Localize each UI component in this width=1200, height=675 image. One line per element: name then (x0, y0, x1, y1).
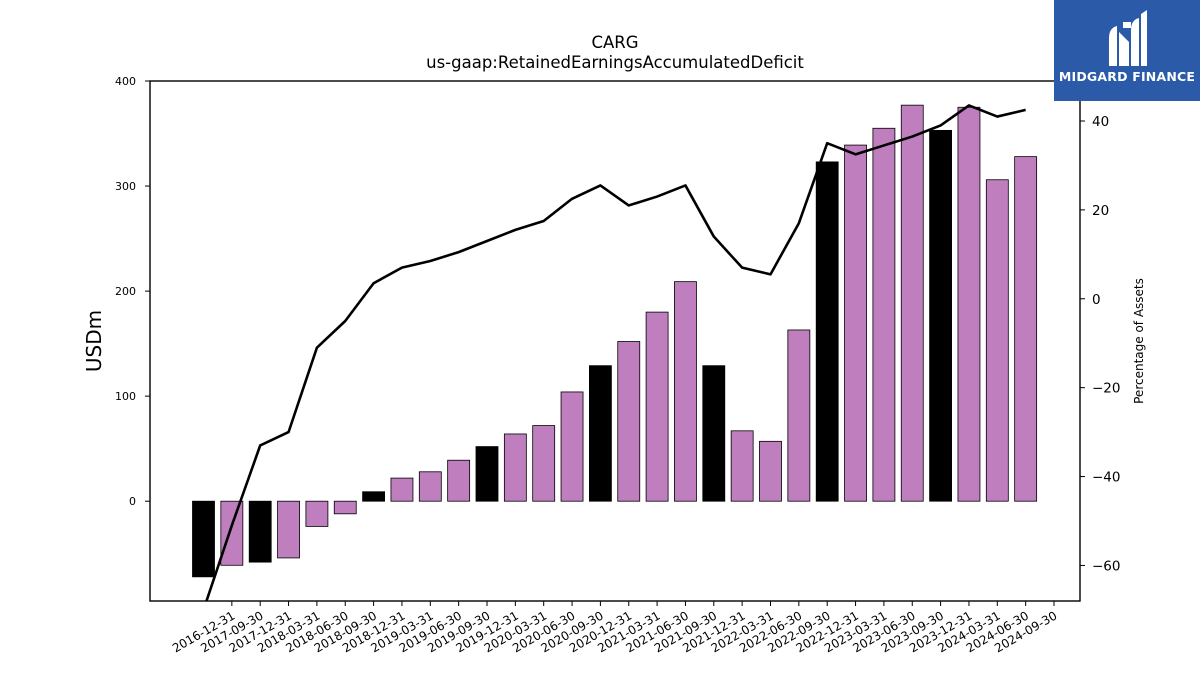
y-right-tick-label: −20 (1092, 381, 1121, 397)
bar-2018-12-31 (362, 491, 386, 502)
bar-2023-06-30 (872, 127, 896, 502)
chart-title: CARG (591, 33, 638, 52)
bar-2019-09-30 (447, 459, 471, 502)
line-layer (205, 104, 1026, 601)
y-left-tick-label: 0 (129, 495, 136, 508)
y-axis-right-label: Percentage of Assets (1132, 278, 1146, 404)
bar-2017-12-31 (248, 500, 272, 563)
midgard-logo-icon (1109, 10, 1147, 66)
bar-2021-06-30 (645, 311, 669, 502)
bar-2023-03-31 (844, 144, 867, 502)
y-right-tick-label: 40 (1092, 114, 1109, 130)
logo-text: MIDGARD FINANCE (1058, 69, 1196, 84)
bar-2020-06-30 (532, 425, 556, 502)
plot-frame (149, 80, 1081, 602)
y-left-tick-label: 300 (115, 180, 136, 193)
y-left-tick-label: 100 (115, 390, 136, 403)
bar-2021-09-30 (674, 281, 697, 502)
bar-2019-06-30 (418, 471, 442, 502)
bar-2024-06-30 (985, 179, 1009, 502)
bar-2021-12-31 (702, 365, 726, 502)
brand-logo: MIDGARD FINANCE (1054, 0, 1200, 101)
bar-2018-09-30 (333, 500, 357, 515)
bars-layer (192, 104, 1038, 578)
y-left-tick-label: 400 (115, 75, 136, 88)
bar-2020-03-31 (503, 433, 527, 502)
bar-2022-09-30 (787, 329, 811, 502)
bar-2016-12-31 (192, 500, 215, 578)
bar-2023-12-31 (929, 129, 952, 502)
bar-2024-09-30 (1014, 156, 1038, 502)
bar-2020-12-31 (589, 365, 612, 502)
y-right-tick-label: −60 (1092, 558, 1121, 574)
bar-2022-06-30 (759, 440, 782, 502)
bar-2024-03-31 (957, 106, 981, 502)
bar-2020-09-30 (560, 391, 584, 502)
bar-2023-09-30 (900, 104, 924, 502)
series-line-percentage-of-assets (205, 104, 1026, 601)
bar-2022-12-31 (815, 161, 839, 502)
y-right-tick-label: 0 (1092, 292, 1101, 308)
bar-2018-03-31 (277, 500, 300, 559)
y-right-tick-label: −40 (1092, 470, 1121, 486)
y-axis-left-label: USDm (82, 310, 106, 372)
bar-2019-03-31 (390, 477, 414, 502)
bar-2022-03-31 (730, 430, 754, 502)
chart-subtitle: us-gaap:RetainedEarningsAccumulatedDefic… (426, 53, 804, 72)
y-left-tick-label: 200 (115, 285, 136, 298)
y-right-tick-label: 20 (1092, 203, 1109, 219)
bar-2019-12-31 (475, 446, 499, 502)
bar-2018-06-30 (305, 500, 329, 527)
bar-2021-03-31 (617, 341, 641, 502)
bar-2017-09-30 (220, 500, 244, 566)
